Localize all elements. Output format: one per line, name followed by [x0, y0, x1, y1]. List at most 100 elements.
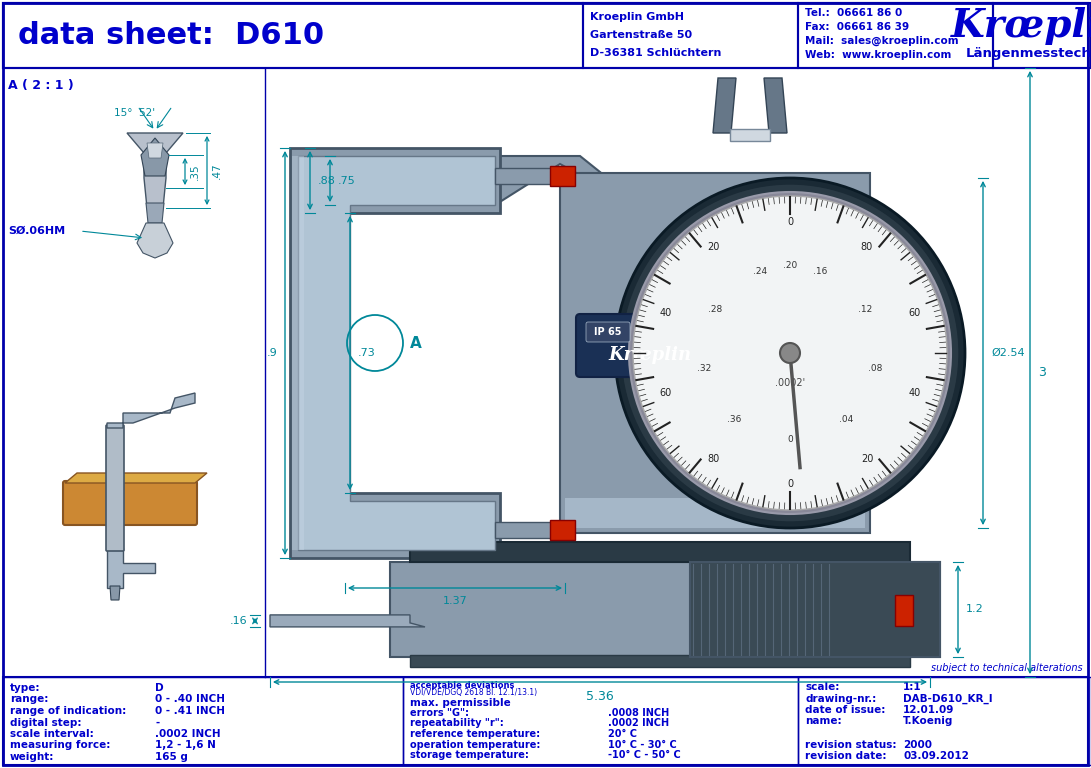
Bar — [993, 3, 1091, 68]
Circle shape — [621, 184, 959, 522]
FancyBboxPatch shape — [586, 322, 630, 342]
Text: A: A — [410, 336, 422, 350]
Polygon shape — [550, 520, 575, 540]
FancyBboxPatch shape — [576, 314, 724, 377]
Polygon shape — [65, 473, 207, 483]
Text: .16: .16 — [229, 616, 247, 626]
Text: D: D — [155, 683, 164, 693]
Polygon shape — [764, 78, 787, 133]
Text: D-36381 Schlüchtern: D-36381 Schlüchtern — [590, 48, 721, 58]
Text: 60: 60 — [909, 307, 921, 317]
Bar — [798, 3, 993, 68]
Text: 0 - .40 INCH: 0 - .40 INCH — [155, 694, 225, 704]
Bar — [583, 3, 798, 68]
Polygon shape — [107, 393, 195, 428]
Text: .0008 INCH: .0008 INCH — [608, 708, 669, 718]
Bar — [798, 677, 1091, 765]
Text: 20° C: 20° C — [608, 729, 637, 739]
Text: 40: 40 — [659, 307, 672, 317]
Text: 60: 60 — [659, 389, 672, 399]
Polygon shape — [141, 138, 169, 176]
Text: A ( 2 : 1 ): A ( 2 : 1 ) — [8, 80, 74, 92]
Text: 15°  52': 15° 52' — [115, 108, 156, 118]
Text: acceptable deviations: acceptable deviations — [410, 680, 514, 690]
Text: Gartenstraße 50: Gartenstraße 50 — [590, 30, 692, 40]
Text: repeatability "r":: repeatability "r": — [410, 719, 504, 729]
Text: .04: .04 — [839, 415, 853, 424]
Text: .75: .75 — [338, 176, 356, 186]
Text: Web:  www.kroeplin.com: Web: www.kroeplin.com — [805, 50, 951, 60]
Text: .36: .36 — [727, 415, 741, 424]
Text: DAB-D610_KR_I: DAB-D610_KR_I — [903, 694, 993, 703]
Polygon shape — [714, 78, 736, 133]
Text: .12: .12 — [859, 305, 873, 314]
Text: drawing-nr.:: drawing-nr.: — [805, 694, 876, 703]
Text: 1.37: 1.37 — [443, 596, 467, 606]
Bar — [403, 677, 798, 765]
Text: reference temperature:: reference temperature: — [410, 729, 540, 739]
Polygon shape — [495, 522, 565, 538]
Text: -10° C - 50° C: -10° C - 50° C — [608, 750, 681, 760]
Text: Krœplin: Krœplin — [609, 346, 692, 364]
Text: range:: range: — [10, 694, 48, 704]
Text: 80: 80 — [707, 454, 719, 464]
Bar — [389, 562, 940, 657]
Polygon shape — [107, 548, 155, 588]
Text: revision date:: revision date: — [805, 751, 887, 761]
Text: operation temperature:: operation temperature: — [410, 740, 540, 750]
Text: .08: .08 — [868, 363, 883, 372]
Text: 03.09.2012: 03.09.2012 — [903, 751, 969, 761]
Text: .0002': .0002' — [775, 378, 805, 388]
Polygon shape — [495, 156, 640, 228]
Text: 10° C - 30° C: 10° C - 30° C — [608, 740, 676, 750]
Text: measuring force:: measuring force: — [10, 740, 110, 750]
FancyBboxPatch shape — [106, 425, 124, 551]
Polygon shape — [560, 173, 870, 533]
Circle shape — [630, 192, 951, 514]
Bar — [3, 3, 583, 68]
Text: VDI/VDE/DGQ 2618 Bl. 12.1/13.1): VDI/VDE/DGQ 2618 Bl. 12.1/13.1) — [410, 688, 537, 697]
Bar — [292, 156, 304, 550]
Text: weight:: weight: — [10, 752, 55, 762]
Text: Mail:  sales@kroeplin.com: Mail: sales@kroeplin.com — [805, 36, 959, 46]
Text: 2000: 2000 — [903, 740, 932, 750]
Text: .35: .35 — [190, 163, 200, 180]
Text: .20: .20 — [783, 261, 798, 270]
Text: 1.2: 1.2 — [966, 604, 984, 614]
Text: Ø2.54: Ø2.54 — [991, 348, 1024, 358]
Text: subject to technical alterations: subject to technical alterations — [932, 663, 1083, 673]
FancyBboxPatch shape — [63, 481, 197, 525]
Bar — [730, 129, 770, 141]
Text: 5.36: 5.36 — [586, 690, 614, 703]
Polygon shape — [269, 615, 425, 627]
Text: Fax:  06661 86 39: Fax: 06661 86 39 — [805, 22, 909, 32]
Text: 12.01.09: 12.01.09 — [903, 705, 955, 715]
Text: 1,2 - 1,6 N: 1,2 - 1,6 N — [155, 740, 216, 750]
Text: .47: .47 — [212, 162, 221, 179]
Text: scale:: scale: — [805, 682, 839, 692]
Text: 0: 0 — [787, 479, 793, 489]
Text: storage temperature:: storage temperature: — [410, 750, 529, 760]
Bar — [895, 595, 913, 626]
Text: Längenmesstechnik: Längenmesstechnik — [967, 47, 1091, 60]
Text: date of issue:: date of issue: — [805, 705, 886, 715]
Text: T.Koenig: T.Koenig — [903, 717, 954, 727]
Bar — [410, 655, 910, 667]
Text: Krœplin: Krœplin — [951, 7, 1091, 45]
Text: digital step:: digital step: — [10, 717, 82, 727]
Text: scale interval:: scale interval: — [10, 729, 94, 739]
Text: Tel.:  06661 86 0: Tel.: 06661 86 0 — [805, 8, 902, 18]
Text: .24: .24 — [753, 266, 767, 276]
Polygon shape — [298, 156, 495, 550]
Polygon shape — [110, 586, 120, 600]
Circle shape — [780, 343, 800, 363]
Polygon shape — [127, 133, 183, 208]
Text: 20: 20 — [707, 242, 719, 252]
Text: data sheet:  D610: data sheet: D610 — [17, 21, 324, 50]
Text: 0 - .41 INCH: 0 - .41 INCH — [155, 706, 225, 716]
Polygon shape — [137, 223, 173, 258]
Bar — [3, 3, 1088, 68]
Text: IP 65: IP 65 — [595, 327, 622, 337]
Text: 80: 80 — [861, 242, 873, 252]
Text: .0002 INCH: .0002 INCH — [608, 719, 669, 729]
